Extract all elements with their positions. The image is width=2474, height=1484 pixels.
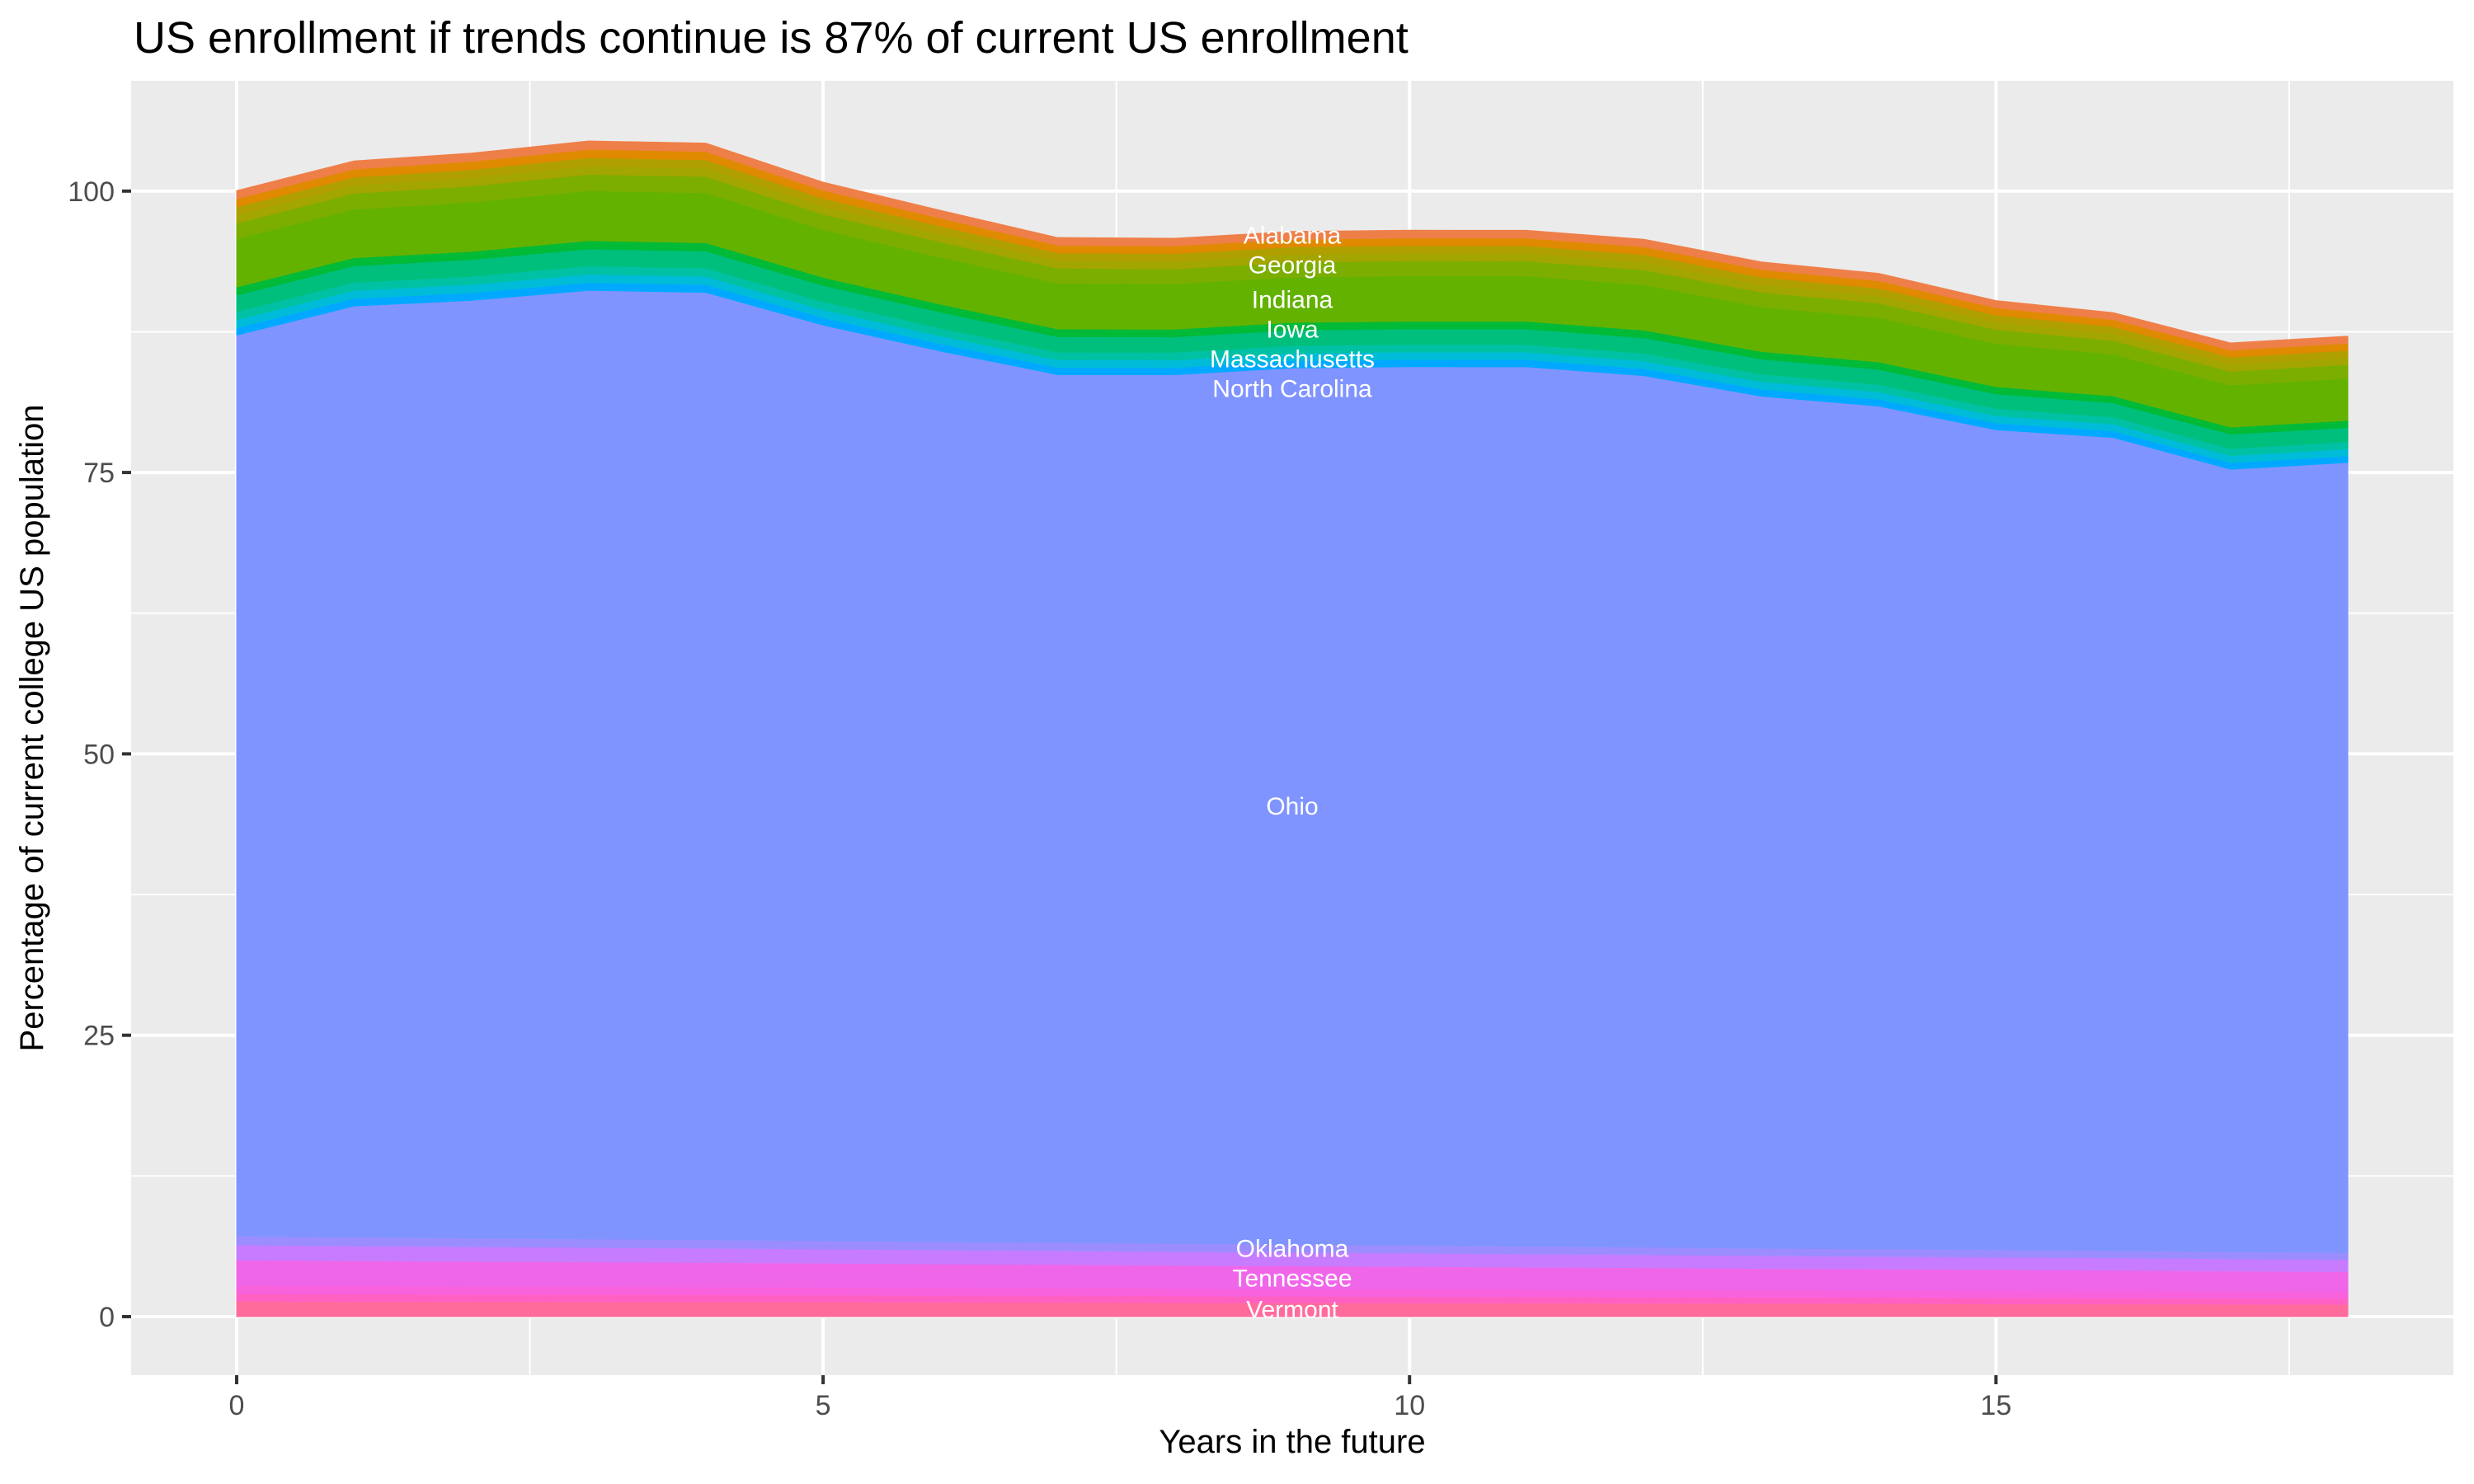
axes: 0 25 50 75 100 0 5 10 15 — [68, 176, 2011, 1421]
x-tick-label: 5 — [816, 1390, 831, 1421]
y-tick-label: 100 — [68, 176, 115, 208]
area-label-alabama: Alabama — [1244, 222, 1342, 249]
y-tick-label: 50 — [83, 739, 115, 770]
x-tick-label: 10 — [1394, 1390, 1425, 1421]
y-tick-label: 25 — [83, 1021, 115, 1052]
area-label-oklahoma: Oklahoma — [1236, 1235, 1349, 1262]
area-label-massachusetts: Massachusetts — [1210, 346, 1375, 373]
x-axis-title: Years in the future — [1159, 1424, 1425, 1460]
area-label-north-carolina: North Carolina — [1212, 376, 1372, 403]
y-tick-label: 75 — [83, 458, 115, 489]
x-tick-label: 15 — [1980, 1390, 2011, 1421]
y-axis-title: Percentage of current college US populat… — [14, 405, 50, 1052]
area-label-georgia: Georgia — [1249, 251, 1337, 279]
area-label-iowa: Iowa — [1266, 317, 1319, 344]
area-label-vermont: Vermont — [1246, 1297, 1338, 1324]
y-tick-label: 0 — [99, 1302, 115, 1333]
area-label-tennessee: Tennessee — [1232, 1265, 1352, 1292]
chart-title: US enrollment if trends continue is 87% … — [134, 13, 1409, 63]
area-alabama — [236, 140, 2349, 351]
area-layers — [236, 140, 2349, 1317]
area-label-indiana: Indiana — [1252, 287, 1333, 314]
area-ohio — [236, 289, 2349, 1253]
x-tick-label: 0 — [229, 1390, 245, 1421]
area-label-ohio: Ohio — [1266, 793, 1318, 820]
